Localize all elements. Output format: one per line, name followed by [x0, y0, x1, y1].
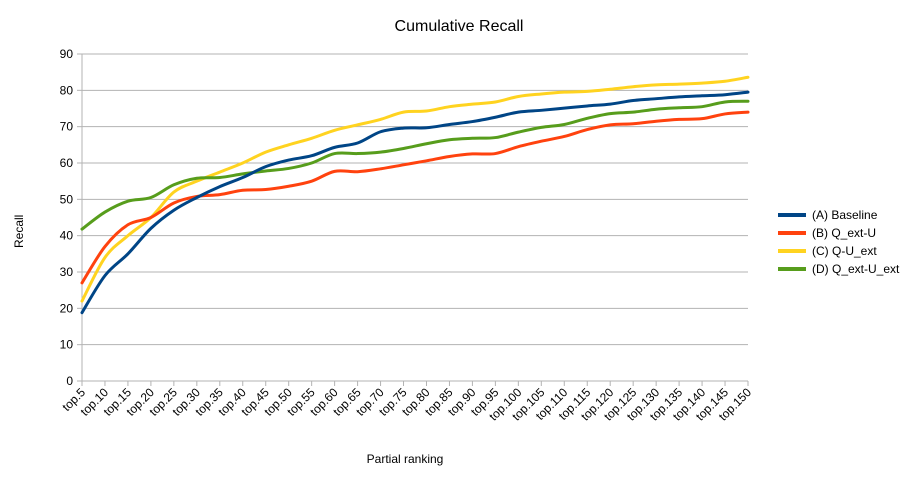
- y-tick-label: 90: [60, 47, 74, 61]
- y-tick-label: 80: [60, 83, 74, 97]
- legend-swatch: [778, 249, 806, 253]
- y-tick-label: 0: [66, 374, 73, 388]
- series-layer: [80, 75, 750, 315]
- legend-swatch: [778, 231, 806, 235]
- series-line-a-baseline: [80, 90, 750, 315]
- legend: (A) Baseline (B) Q_ext-U (C) Q-U_ext (D) Q_…: [778, 206, 899, 278]
- axis-layer: [77, 53, 749, 386]
- legend-swatch: [778, 213, 806, 217]
- x-axis-label: Partial ranking: [366, 452, 444, 466]
- y-tick-label: 70: [60, 120, 74, 134]
- grid-layer: [82, 53, 748, 382]
- y-tick-label: 10: [60, 338, 74, 352]
- y-tick-label: 60: [60, 156, 74, 170]
- legend-label: (A) Baseline: [812, 208, 878, 222]
- legend-swatch: [778, 267, 806, 271]
- legend-label: (C) Q-U_ext: [812, 244, 877, 258]
- y-tick-label: 40: [60, 229, 74, 243]
- series-line-d-q-ext-u-ext: [80, 99, 750, 231]
- legend-label: (D) Q_ext-U_ext: [812, 262, 900, 276]
- y-tick-label: 50: [60, 192, 74, 206]
- legend-item: (C) Q-U_ext: [778, 242, 899, 260]
- legend-item: (D) Q_ext-U_ext: [778, 260, 899, 278]
- y-axis-label: Recall: [12, 214, 26, 248]
- chart-title: Cumulative Recall: [394, 18, 524, 35]
- legend-item: (B) Q_ext-U: [778, 224, 899, 242]
- series-line-b-q-ext-u: [80, 110, 750, 285]
- y-tick-label: 30: [60, 265, 74, 279]
- series-line-c-q-u-ext: [80, 75, 750, 303]
- legend-label: (B) Q_ext-U: [812, 226, 877, 240]
- legend-item: (A) Baseline: [778, 206, 899, 224]
- y-tick-label: 20: [60, 301, 74, 315]
